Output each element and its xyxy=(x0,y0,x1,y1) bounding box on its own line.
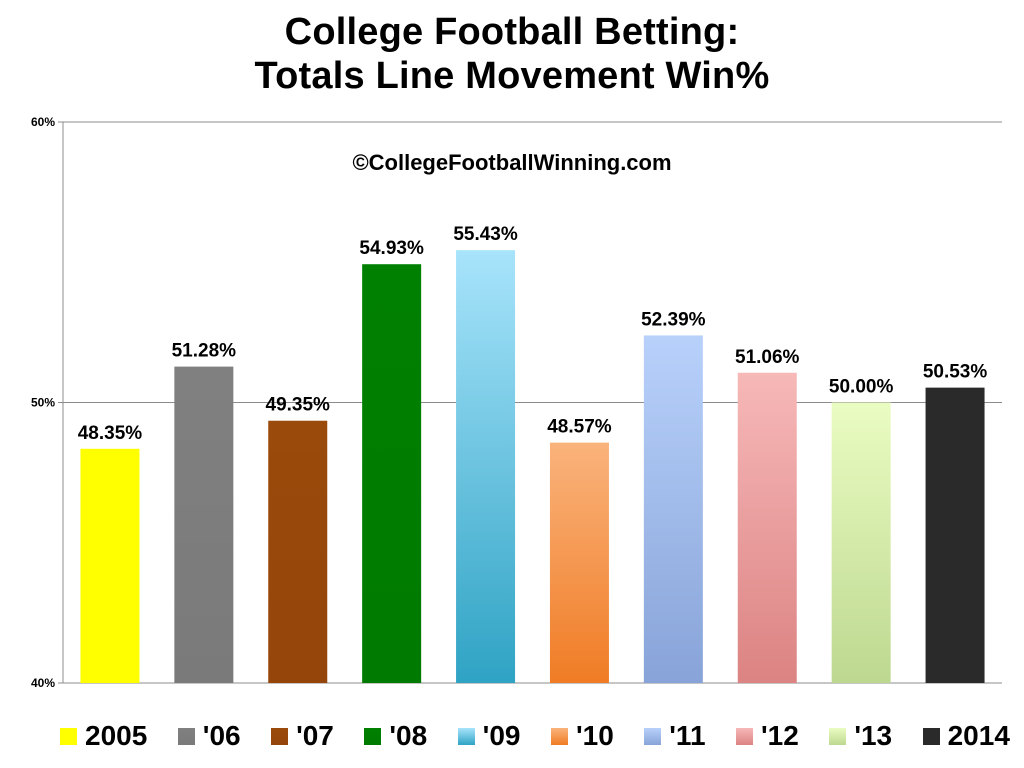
legend-label: '11 xyxy=(669,720,706,751)
legend-swatch xyxy=(271,727,289,745)
legend-swatch xyxy=(177,727,195,745)
legend-swatch xyxy=(829,727,847,745)
bar-value-label: 51.28% xyxy=(172,341,237,362)
legend-item: '07 xyxy=(271,720,334,752)
bar-value-label: 49.35% xyxy=(266,395,331,416)
chart-legend: 2005 '06 '07 '08 '09 '10 '11 '12 '13 2014 xyxy=(60,718,1010,754)
y-tick-label: 50% xyxy=(31,396,55,410)
chart-title: College Football Betting: xyxy=(284,11,740,53)
bar xyxy=(362,264,422,683)
legend-swatch xyxy=(60,727,77,745)
legend-label: 2005 xyxy=(85,720,148,751)
legend-item: '13 xyxy=(829,720,892,752)
bar xyxy=(925,387,985,683)
bar xyxy=(643,335,703,683)
legend-swatch xyxy=(550,727,568,745)
y-tick-label: 60% xyxy=(31,115,55,129)
legend-label: '10 xyxy=(575,720,614,751)
y-tick-label: 40% xyxy=(31,676,55,690)
legend-label: '13 xyxy=(854,720,893,751)
bar-value-label: 50.00% xyxy=(829,377,894,398)
bar-value-label: 48.57% xyxy=(547,417,612,438)
bar xyxy=(549,442,609,683)
legend-item: '12 xyxy=(736,720,799,752)
legend-item: '06 xyxy=(177,720,241,752)
legend-label: '06 xyxy=(202,720,241,751)
legend-swatch xyxy=(736,727,754,745)
bar-value-label: 52.39% xyxy=(641,309,706,330)
bar xyxy=(268,420,328,683)
legend-item: '08 xyxy=(364,720,427,752)
bar-value-label: 48.35% xyxy=(78,423,143,444)
bar-value-label: 50.53% xyxy=(923,362,988,383)
watermark-text: ©CollegeFootballWinning.com xyxy=(352,150,671,175)
bar-value-label: 55.43% xyxy=(453,224,518,245)
legend-item: 2005 xyxy=(60,720,147,752)
legend-item: 2014 xyxy=(922,720,1010,752)
legend-label: '12 xyxy=(761,720,799,751)
legend-label: '07 xyxy=(296,720,334,751)
bar-value-label: 54.93% xyxy=(359,238,424,259)
legend-item: '10 xyxy=(550,720,614,752)
legend-swatch xyxy=(922,727,940,745)
legend-label: 2014 xyxy=(947,720,1010,751)
bar xyxy=(456,250,516,683)
legend-swatch xyxy=(364,727,382,745)
legend-swatch xyxy=(457,727,475,745)
bar xyxy=(80,448,140,683)
bar xyxy=(174,366,234,683)
legend-item: '09 xyxy=(457,720,521,752)
bar xyxy=(831,402,891,683)
legend-label: '09 xyxy=(482,720,521,751)
legend-label: '08 xyxy=(389,720,428,751)
legend-swatch xyxy=(644,727,662,745)
chart-subtitle: Totals Line Movement Win% xyxy=(254,55,770,97)
chart-title-block: College Football Betting: Totals Line Mo… xyxy=(0,10,1024,98)
legend-item: '11 xyxy=(644,720,706,752)
bar xyxy=(737,372,797,683)
bar-value-label: 51.06% xyxy=(735,347,800,368)
